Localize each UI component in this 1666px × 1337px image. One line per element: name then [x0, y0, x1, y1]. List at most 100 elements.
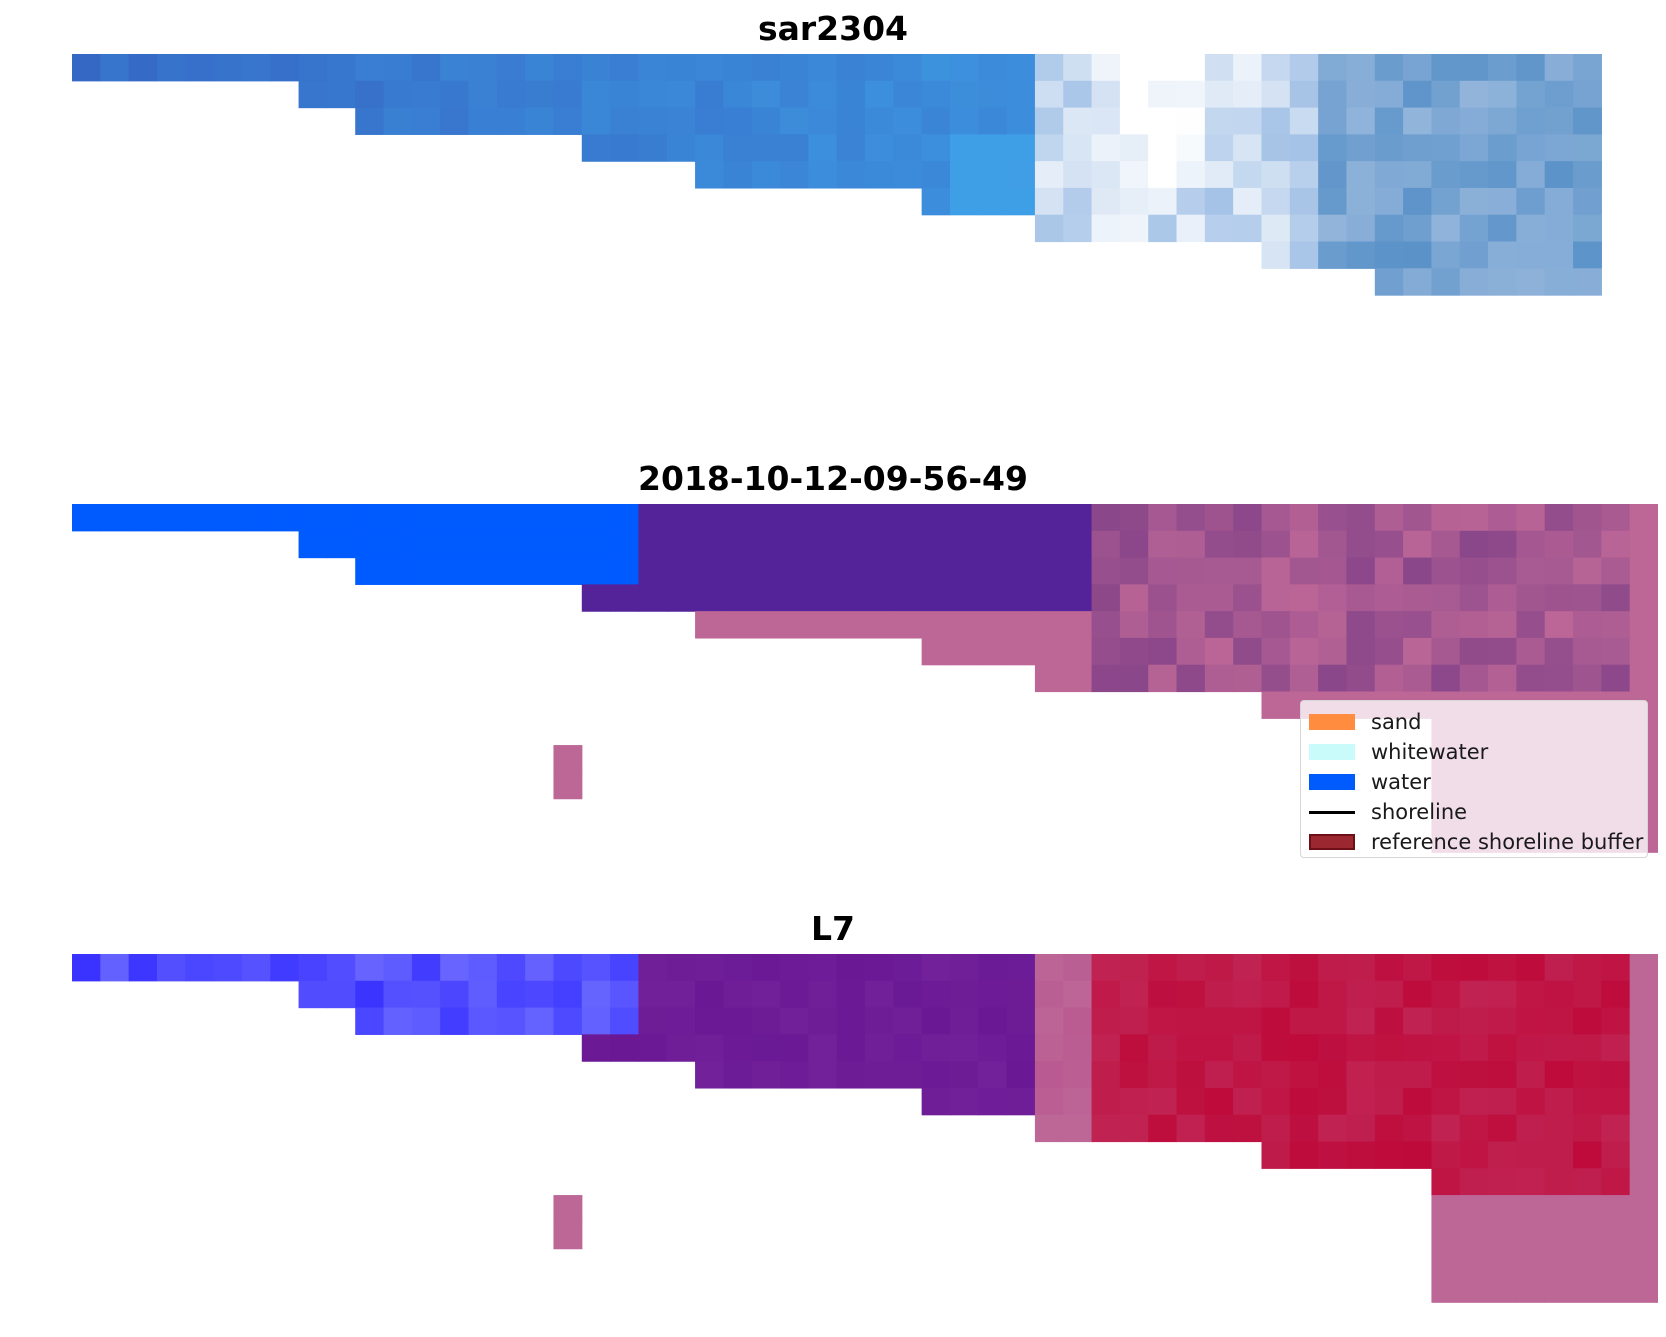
l7-cell	[1289, 954, 1319, 982]
l7-cell	[1148, 1034, 1178, 1062]
raster-cell	[921, 107, 951, 135]
l7-cell	[1374, 1034, 1404, 1062]
class-cell	[1261, 637, 1291, 666]
class-cell	[1063, 611, 1093, 639]
class-cell	[836, 557, 866, 585]
raster-cell	[1488, 241, 1517, 269]
class-cell	[751, 557, 781, 585]
class-cell	[893, 557, 923, 585]
l7-cell	[1516, 1141, 1546, 1169]
l7-cell	[1176, 954, 1206, 982]
class-cell	[1516, 664, 1546, 693]
class-cell	[1403, 664, 1433, 693]
l7-cell	[1516, 1034, 1546, 1062]
class-cell	[695, 611, 724, 639]
raster-cell	[1374, 214, 1404, 243]
raster-cell	[355, 80, 385, 109]
l7-cell	[1459, 1275, 1489, 1303]
class-cell	[1006, 504, 1036, 532]
raster-cell	[1544, 187, 1574, 216]
class-cell	[1289, 557, 1319, 585]
class-cell	[1403, 637, 1433, 666]
raster-cell	[128, 54, 158, 82]
raster-cell	[723, 54, 753, 82]
l7-cell	[1176, 1061, 1206, 1089]
l7-cell	[949, 980, 979, 1009]
class-cell	[1204, 530, 1234, 559]
class-cell	[1034, 557, 1064, 585]
l7-cell	[1431, 1248, 1461, 1277]
raster-cell	[723, 134, 753, 162]
raster-cell	[1488, 80, 1517, 109]
class-cell	[553, 504, 583, 532]
l7-cell	[468, 954, 498, 982]
raster-cell	[1091, 187, 1121, 216]
raster-cell	[921, 80, 951, 109]
l7-cell	[978, 1007, 1008, 1035]
l7-cell	[1063, 1087, 1093, 1116]
l7-cell	[949, 954, 979, 982]
l7-cell	[1261, 1087, 1291, 1116]
raster-cell	[1459, 241, 1489, 269]
l7-cell	[921, 980, 951, 1009]
raster-cell	[553, 54, 583, 82]
raster-cell	[1261, 214, 1291, 243]
class-cell	[1516, 504, 1546, 532]
class-cell	[1346, 504, 1376, 532]
class-cell	[666, 584, 696, 612]
l7-cell	[921, 1061, 951, 1089]
class-cell	[1544, 504, 1574, 532]
class-cell	[1091, 557, 1121, 585]
l7-cell	[1601, 1275, 1631, 1303]
l7-cell	[1403, 980, 1433, 1009]
class-cell	[1318, 530, 1348, 559]
raster-cell	[581, 134, 611, 162]
class-cell	[638, 557, 668, 585]
raster-cell	[1346, 134, 1376, 162]
l7-cell	[1544, 1141, 1574, 1169]
raster-cell	[1261, 54, 1291, 82]
class-cell	[1544, 530, 1574, 559]
raster-cell	[326, 54, 356, 82]
l7-cell	[1573, 1168, 1602, 1196]
class-cell	[1119, 611, 1149, 639]
raster-cell	[1403, 214, 1433, 243]
raster-cell	[1318, 214, 1348, 243]
raster-cell	[1346, 161, 1376, 189]
class-cell	[1459, 611, 1489, 639]
class-cell	[1233, 504, 1263, 532]
l7-cell	[1431, 1221, 1461, 1250]
raster-cell	[638, 134, 668, 162]
l7-cell	[553, 1221, 583, 1250]
l7-cell	[1544, 1221, 1574, 1250]
l7-cell	[1629, 1168, 1658, 1196]
l7-cell	[383, 1007, 413, 1035]
raster-cell	[525, 54, 555, 82]
l7-cell	[978, 1087, 1008, 1116]
raster-cell	[1573, 134, 1602, 162]
raster-cell	[1488, 161, 1517, 189]
raster-cell	[1374, 80, 1404, 109]
class-cell	[1091, 504, 1121, 532]
raster-cell	[610, 54, 640, 82]
raster-cell	[581, 80, 611, 109]
class-cell	[1544, 637, 1574, 666]
class-cell	[1063, 664, 1093, 693]
l7-cell	[638, 954, 668, 982]
class-cell	[1601, 530, 1631, 559]
class-cell	[1431, 530, 1461, 559]
class-cell	[751, 584, 781, 612]
l7-cell	[921, 1007, 951, 1035]
l7-cell	[383, 980, 413, 1009]
l7-cell	[1516, 954, 1546, 982]
l7-cell	[893, 1007, 923, 1035]
class-cell	[298, 504, 328, 532]
l7-cell	[1488, 1195, 1517, 1223]
raster-cell	[780, 54, 809, 82]
raster-cell	[185, 54, 215, 82]
l7-cell	[213, 954, 243, 982]
l7-cell	[1261, 1034, 1291, 1062]
class-cell	[780, 611, 809, 639]
class-cell	[695, 530, 724, 559]
l7-cell	[1629, 1248, 1658, 1277]
